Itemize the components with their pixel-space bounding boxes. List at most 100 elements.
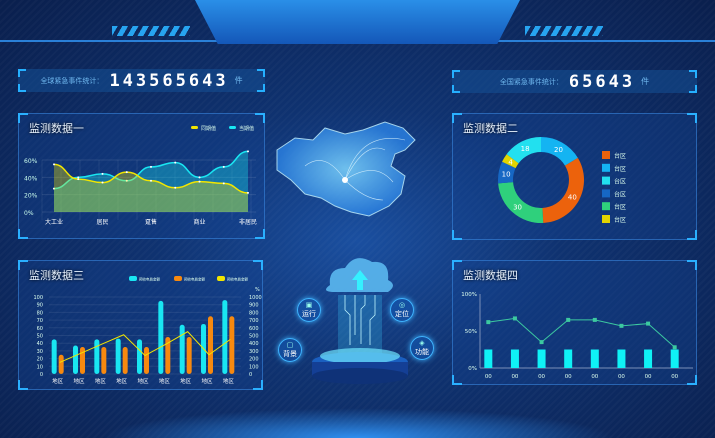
y-right-tick: 600 [249,326,259,332]
legend-label: 台区 [614,190,626,198]
data-point [77,178,80,181]
slice-value-label: 20 [554,146,563,154]
national-stat-value: 65643 [568,71,636,92]
data-point [53,187,55,190]
x-tick-label: 地区 [116,377,128,385]
cloud-platform [312,258,408,384]
donut-slice [498,182,544,223]
series-line [59,331,231,363]
data-point [592,317,597,322]
feature-run[interactable]: ▣ 运行 [297,298,321,322]
national-stat-unit: 件 [641,77,650,86]
panel-corner [452,230,462,240]
header-stripes-right [525,26,603,36]
feature-locate[interactable]: ◎ 定位 [390,298,414,322]
panel-corner [255,113,265,123]
bar [590,349,599,368]
panel-corner [452,375,462,385]
panel-monitor-1: 监测数据一 0% 20% 40% 60% 当期值 同期值 大工业 居民 趸售 商业 非居民 [18,113,265,239]
legend-label: 台区 [614,178,626,186]
y-right-tick: 900 [249,303,259,309]
panel-corner [18,260,28,270]
slice-value-label: 40 [568,194,577,202]
y-tick-label: 20% [24,193,38,200]
data-point [174,161,177,164]
feature-function[interactable]: ◈ 功能 [410,336,434,360]
bar-cyan [179,324,185,374]
legend-label: 台区 [614,216,626,224]
y-right-tick: 800 [249,310,259,316]
upload-arrow-icon [352,270,368,290]
cube-icon: ◈ [419,338,425,347]
monitor-icon: ▣ [305,300,313,309]
global-stat-unit: 件 [234,76,243,85]
legend-swatch [217,276,225,281]
data-point [125,179,128,182]
data-point [198,180,201,183]
bar-cyan [51,339,57,374]
global-stat-value: 143565643 [109,70,229,91]
bar [564,349,573,368]
y-left-tick: 20 [37,357,43,363]
slice-value-label: 4 [508,159,513,167]
legend-swatch [229,126,236,129]
feature-background[interactable]: ▢ 背景 [278,338,302,362]
panel-title: 监测数据二 [463,122,518,135]
x-tick-label: 00 [511,374,518,380]
legend-label: 预收电费金额 [184,277,205,282]
data-point [77,176,80,179]
panel-corner [452,113,462,123]
bar-cyan [94,339,100,374]
y-left-tick: 40 [37,341,43,347]
panel-corner [18,380,28,390]
bar-cyan [115,338,121,374]
panel-title: 监测数据四 [463,269,518,282]
y-right-tick: 100 [249,364,259,370]
legend-swatch [602,163,610,172]
bar-cyan [158,300,164,374]
y-tick-label: 40% [24,175,38,182]
x-tick-label: 大工业 [45,218,63,226]
bar-orange [165,337,171,374]
donut-slice [541,137,578,166]
bar-line-chart-2: 0% 50% 100% 00 00 00 00 00 00 00 00 [461,292,693,380]
series-area [54,164,248,212]
bar [484,349,493,368]
panel-corner [687,113,697,123]
y-left-tick: 10 [37,364,43,370]
panel-corner [687,260,697,270]
slice-value-label: 10 [502,171,511,179]
y-left-tick: 0 [40,372,43,378]
header-banner [195,0,520,44]
data-point [222,165,225,168]
y-right-tick: 200 [249,357,259,363]
panel-corner [253,380,263,390]
donut-slice [542,157,584,223]
data-point [53,163,55,166]
legend-swatch [602,202,610,211]
global-stat: 全球紧急事件统计： 143565643 件 [18,69,265,92]
panel-corner [687,375,697,385]
x-tick-label: 地区 [223,377,235,385]
legend-label: 预收电费金额 [139,277,160,282]
legend-label: 预收电费金额 [227,277,248,282]
bar-line-chart: 0 0 10 100 20 200 30 300 40 400 50 500 60 600 70 700 80 8… [33,276,262,385]
x-tick-label: 地区 [201,377,213,385]
header-stripes-left [112,26,190,36]
bar [644,349,653,368]
y-right-tick: 300 [249,349,259,355]
donut-slice [502,154,519,169]
data-point [125,171,128,174]
y-left-tick: 70 [37,318,43,324]
bar-orange [229,316,235,374]
data-point [646,321,651,326]
donut-slice [498,161,516,184]
legend-swatch [602,189,610,198]
panel-corner [253,260,263,270]
y-right-tick: 400 [249,341,259,347]
bar-orange [101,347,107,374]
x-tick-label: 地区 [52,377,64,385]
panel-corner [255,229,265,239]
data-point [198,176,201,179]
